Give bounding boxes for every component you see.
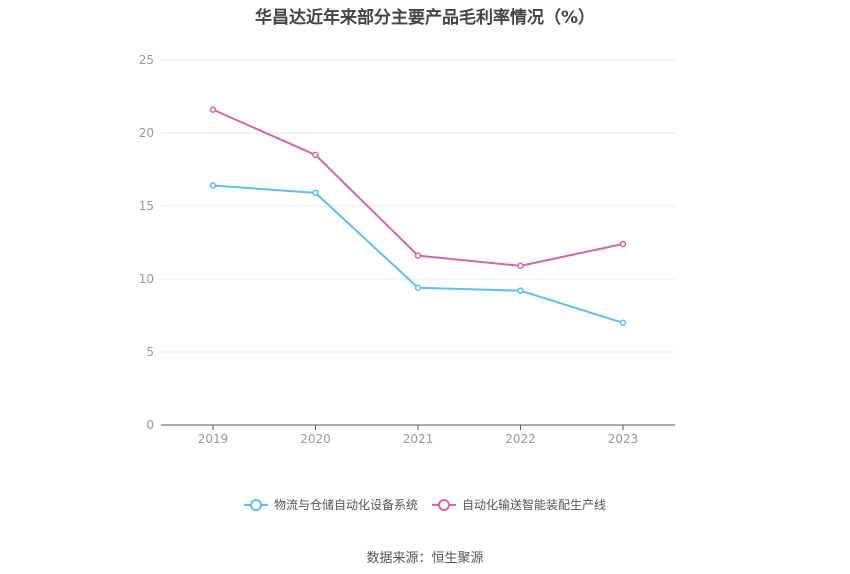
x-tick-label: 2020 <box>300 432 331 446</box>
legend-label: 物流与仓储自动化设备系统 <box>273 498 418 512</box>
chart-title: 华昌达近年来部分主要产品毛利率情况（%） <box>254 8 596 28</box>
y-tick-label: 20 <box>139 126 154 140</box>
legend-item-1[interactable]: 自动化输送智能装配生产线 <box>432 496 606 513</box>
x-tick-label: 2019 <box>198 432 229 446</box>
y-tick-label: 15 <box>139 199 154 213</box>
y-tick-label: 10 <box>139 272 154 286</box>
data-point <box>517 262 524 270</box>
legend: 物流与仓储自动化设备系统 自动化输送智能装配生产线 <box>0 496 850 513</box>
data-point <box>414 284 422 292</box>
x-tick-label: 2023 <box>608 432 639 446</box>
tick-labels: 0 5 10 15 20 25 2019 2020 2021 2022 2023 <box>139 53 639 446</box>
grid-lines <box>161 59 675 353</box>
x-tick-label: 2021 <box>403 432 434 446</box>
data-point <box>312 189 319 197</box>
y-tick-label: 25 <box>139 53 154 67</box>
legend-marker-icon <box>432 498 456 511</box>
data-point <box>619 240 627 248</box>
legend-item-0[interactable]: 物流与仓储自动化设备系统 <box>243 496 418 513</box>
y-tick-label: 0 <box>146 418 154 432</box>
data-source: 数据来源：恒生聚源 <box>366 551 484 566</box>
y-tick-label: 5 <box>146 345 154 359</box>
data-point <box>312 151 319 159</box>
legend-marker-icon <box>243 498 268 511</box>
data-point <box>414 252 422 259</box>
data-point <box>209 182 217 189</box>
series-lines <box>209 106 627 327</box>
legend-label: 自动化输送智能装配生产线 <box>462 498 607 512</box>
data-point <box>517 287 524 294</box>
data-point <box>619 319 627 327</box>
x-tick-label: 2022 <box>505 432 536 446</box>
data-point <box>209 106 217 113</box>
axes <box>161 424 675 430</box>
